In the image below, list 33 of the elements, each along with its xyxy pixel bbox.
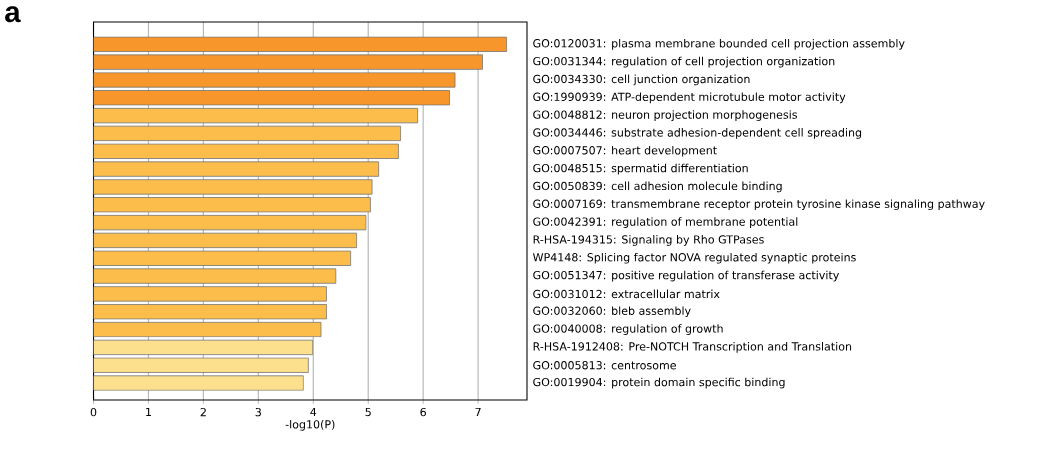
x-tick-label: 1 [146, 407, 151, 417]
text: a [5, 6, 21, 23]
bar [93, 375, 304, 391]
y-tick-label: R-HSA-194315: Signaling by Rho GTPases [533, 235, 764, 246]
bar [93, 36, 508, 52]
x-tick-label: 4 [310, 407, 317, 417]
x-tick-label: 7 [475, 407, 481, 417]
x-tick-label: 3 [255, 407, 261, 417]
y-tick-label: GO:0031344: regulation of cell projection organization [533, 56, 835, 68]
y-tick-label: GO:0007507: heart development [533, 145, 717, 157]
y-tick-label: GO:0050839: cell adhesion molecule binding [533, 181, 782, 193]
y-tick-label: GO:0048515: spermatid differentiation [533, 163, 748, 175]
y-tick-label: GO:0051347: positive regulation of transferase activity [533, 270, 839, 282]
y-tick-label: GO:0120031: plasma membrane bounded cell projection assembly [533, 38, 905, 50]
y-tick-label: WP4148: Splicing factor NOVA regulated synaptic proteins [532, 252, 856, 264]
x-tick-label: 5 [365, 407, 371, 417]
y-tick-label: GO:0005813: centrosome [533, 361, 676, 370]
y-tick-label: GO:0048812: neuron projection morphogenesis [533, 110, 797, 121]
y-tick-label: GO:0034330: cell junction organization [533, 74, 750, 86]
x-tick-label: 6 [420, 407, 426, 417]
x-tick-label: 0 [90, 407, 97, 417]
y-tick-label: GO:0032060: bleb assembly [533, 306, 691, 318]
y-tick-label: GO:0042391: regulation of membrane potential [533, 217, 798, 228]
y-tick-label: GO:0019904: protein domain specific binding [533, 377, 785, 389]
y-tick-label: GO:0031012: extracellular matrix [533, 289, 720, 299]
y-tick-label: GO:1990939: ATP-dependent microtubule motor activity [533, 92, 846, 104]
y-tick-label: GO:0040008: regulation of growth [533, 324, 723, 335]
y-tick-label: GO:0007169: transmembrane receptor protein tyrosine kinase signaling pathway [533, 199, 985, 211]
bar [93, 357, 309, 373]
x-tick-label: 2 [200, 407, 206, 417]
y-tick-label: R-HSA-1912408: Pre-NOTCH Transcription and Translation [533, 342, 852, 353]
x-axis-title: -log10(P) [285, 419, 335, 431]
y-tick-label: GO:0034446: substrate adhesion-dependent cell spreading [533, 128, 862, 139]
